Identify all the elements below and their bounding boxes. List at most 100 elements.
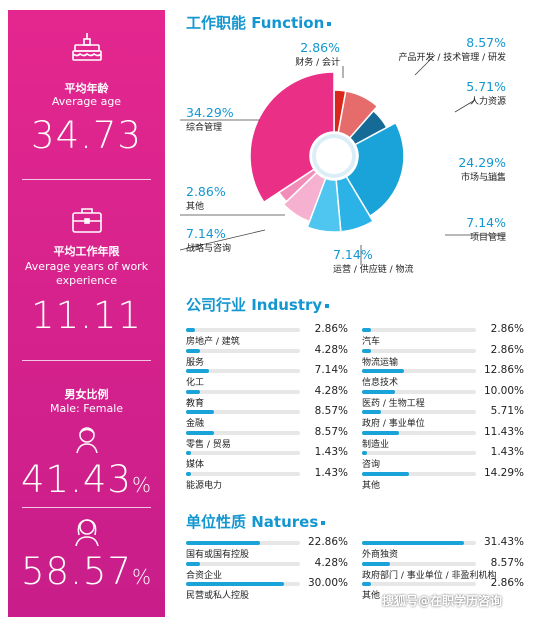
donut-label-project-mgmt: 7.14% 项目管理	[436, 215, 506, 243]
female-ratio-number: 58.57	[21, 550, 132, 593]
bar-value-label: 8.57%	[314, 425, 348, 438]
donut-label-other-value: 2.86%	[186, 184, 226, 199]
bar-category-label: 教育	[186, 398, 205, 409]
bar-category-label: 信息技术	[362, 378, 399, 388]
bar-fill	[362, 430, 400, 435]
bar-fill	[186, 451, 191, 455]
bar-row: 外商独资 31.43%	[362, 536, 524, 560]
donut-label-strategy: 7.14% 战略与咨询	[186, 226, 266, 254]
bar-fill	[362, 582, 372, 586]
bar-row: 政府部门 / 事业单位 / 非盈利机构 8.57%	[362, 557, 524, 581]
bar-fill	[362, 348, 372, 353]
bar-row: 信息技术 12.86%	[362, 364, 524, 388]
donut-label-strategy-value: 7.14%	[186, 226, 226, 241]
bar-value-label: 11.43%	[483, 425, 524, 438]
bar-category-label: 房地产 / 建筑	[186, 337, 240, 347]
bar-value-label: 22.86%	[307, 536, 348, 548]
bar-track	[362, 389, 476, 394]
bar-track	[186, 389, 300, 394]
bar-track	[362, 369, 476, 373]
bar-track	[362, 348, 476, 353]
bar-track	[362, 410, 476, 414]
donut-slice	[249, 71, 335, 204]
donut-label-other: 2.86% 其他	[186, 184, 246, 212]
title-dot	[327, 21, 332, 26]
bar-category-label: 政府 / 事业单位	[362, 419, 425, 429]
bar-row: 服务 4.28%	[186, 344, 348, 368]
bar-track	[186, 348, 300, 353]
bar-category-label: 化工	[186, 378, 205, 388]
donut-slice	[337, 90, 379, 139]
donut-label-operations: 7.14% 运营 / 供应链 / 物流	[333, 247, 443, 275]
donut-slice	[345, 121, 405, 218]
bar-row: 制造业 11.43%	[362, 425, 524, 450]
bar-row: 咨询 1.43%	[362, 446, 524, 470]
bar-fill	[362, 369, 404, 373]
bar-category-label: 政府部门 / 事业单位 / 非盈利机构	[362, 570, 497, 581]
donut-label-operations-value: 7.14%	[333, 247, 373, 262]
bar-fill	[186, 430, 214, 435]
bar-track	[362, 582, 476, 586]
bar-row: 媒体 1.43%	[186, 446, 348, 470]
function-donut-chart	[249, 71, 405, 233]
percent-sign: %	[131, 473, 152, 497]
average-age-label-en: Average age	[51, 95, 122, 108]
bar-category-label: 媒体	[186, 460, 205, 470]
average-work-years-label-en: Average years of work experience	[24, 260, 149, 287]
birthday-cake-icon	[70, 30, 104, 68]
bar-row: 化工 7.14%	[186, 364, 348, 388]
briefcase-icon	[70, 205, 104, 239]
bar-category-label: 医药 / 生物工程	[362, 398, 425, 409]
industry-title-text: 公司行业 Industry	[186, 296, 323, 314]
bar-value-label: 2.86%	[314, 323, 348, 335]
bar-value-label: 1.43%	[490, 446, 524, 458]
natures-section-title: 单位性质 Natures	[186, 511, 326, 532]
bar-track	[362, 430, 476, 435]
gender-ratio-label-en: Male: Female	[49, 402, 124, 415]
bar-fill	[362, 541, 465, 545]
bar-category-label: 其他	[362, 480, 381, 491]
bar-category-label: 金融	[186, 419, 205, 429]
bar-row: 零售 / 贸易 8.57%	[186, 425, 348, 450]
average-age-value: 34.73	[31, 114, 142, 157]
donut-label-product-dev-name: 产品开发 / 技术管理 / 研发	[398, 53, 506, 63]
donut-label-marketing: 24.29% 市场与销售	[436, 155, 506, 183]
bar-track	[362, 561, 476, 566]
donut-label-hr: 5.71% 人力资源	[440, 79, 506, 107]
bar-track	[186, 430, 300, 435]
bar-track	[186, 541, 300, 545]
donut-label-general-mgmt-value: 34.29%	[186, 105, 234, 120]
bar-category-label: 能源电力	[186, 480, 223, 491]
bar-value-label: 2.86%	[490, 343, 524, 356]
bar-track	[186, 471, 300, 476]
average-work-years-label-cn: 平均工作年限	[53, 245, 120, 258]
bar-fill	[186, 410, 214, 414]
bar-row: 医药 / 生物工程 10.00%	[362, 384, 524, 409]
bar-track	[186, 582, 300, 586]
bar-track	[186, 369, 300, 373]
bar-category-label: 服务	[186, 357, 205, 368]
function-section-title: 工作职能 Function	[186, 12, 332, 33]
bar-track	[362, 541, 476, 545]
bar-fill	[186, 561, 200, 566]
industry-section-title: 公司行业 Industry	[186, 294, 330, 315]
bar-category-label: 咨询	[362, 460, 381, 470]
bar-value-label: 10.00%	[483, 384, 524, 397]
natures-title-text: 单位性质 Natures	[186, 513, 319, 531]
bar-category-label: 国有或国有控股	[186, 550, 250, 560]
bar-fill	[186, 328, 196, 332]
bar-row: 其他 14.29%	[362, 467, 524, 491]
bar-fill	[362, 451, 367, 455]
donut-label-operations-name: 运营 / 供应链 / 物流	[333, 265, 414, 275]
donut-label-other-name: 其他	[186, 202, 205, 212]
bar-track	[362, 328, 476, 332]
donut-leader-lines	[179, 54, 505, 265]
bar-track	[186, 328, 300, 332]
donut-label-project-mgmt-value: 7.14%	[466, 215, 506, 230]
female-ratio-value: 58.57%	[8, 550, 165, 593]
average-age-label-cn: 平均年龄	[64, 82, 109, 95]
bar-row: 能源电力 1.43%	[186, 467, 348, 491]
bar-value-label: 7.14%	[314, 364, 348, 376]
bar-fill	[362, 561, 390, 566]
bar-category-label: 其他	[362, 591, 381, 601]
